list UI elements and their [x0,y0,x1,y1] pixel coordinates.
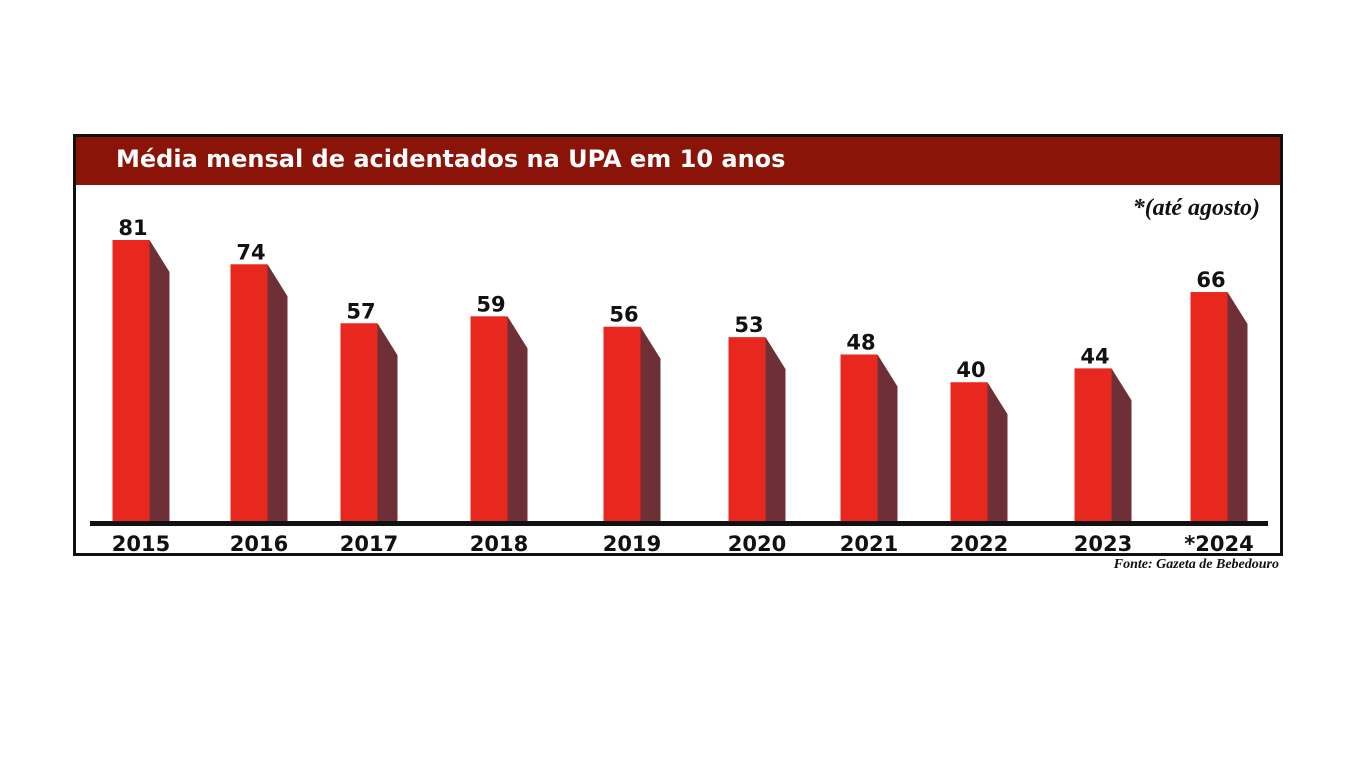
chart-title: Média mensal de acidentados na UPA em 10… [116,145,786,173]
chart-note: *(até agosto) [1132,195,1260,221]
category-label-2020: 2020 [728,532,786,553]
bar-side-2024 [1227,292,1248,521]
chart-title-bar: Média mensal de acidentados na UPA em 10… [76,137,1280,185]
category-label-2017: 2017 [340,532,398,553]
bar-2022 [950,382,988,521]
x-axis-line [90,521,1268,526]
bar-side-2015 [149,240,170,521]
bar-chart: 81 2015 74 2016 57 2017 59 2018 56 2019 53 2020 48 20… [90,216,1268,553]
bar-side-2022 [987,382,1008,521]
bar-2023 [1074,368,1112,521]
category-label-2023: 2023 [1074,532,1132,553]
bar-2019 [603,326,641,521]
value-label-2015: 81 [118,216,147,240]
bar-2021 [840,354,878,521]
bar-side-2017 [377,323,398,521]
value-label-2019: 56 [609,303,638,327]
category-label-2019: 2019 [603,532,661,553]
value-label-2020: 53 [734,313,763,337]
value-label-2018: 59 [476,292,505,316]
value-label-2024: 66 [1196,268,1225,292]
value-label-2017: 57 [346,299,375,323]
value-label-2021: 48 [846,330,875,354]
bar-2018 [470,316,508,521]
category-label-2022: 2022 [950,532,1008,553]
chart-frame: Média mensal de acidentados na UPA em 10… [73,134,1283,556]
value-label-2023: 44 [1080,344,1109,368]
source-note: Fonte: Gazeta de Bebedouro [1113,557,1279,572]
value-label-2022: 40 [956,358,985,382]
category-label-2018: 2018 [470,532,528,553]
bar-2016 [230,264,268,521]
category-label-2016: 2016 [230,532,288,553]
bar-2024 [1190,292,1228,521]
bar-side-2020 [765,337,786,521]
bar-2017 [340,323,378,521]
bar-2015 [112,240,150,521]
bar-side-2019 [640,326,661,521]
value-label-2016: 74 [236,240,265,264]
category-label-2015: 2015 [112,532,170,553]
category-label-2021: 2021 [840,532,898,553]
bar-side-2018 [507,316,528,521]
bar-side-2023 [1111,368,1132,521]
bar-side-2016 [267,264,288,521]
category-label-2024: *2024 [1184,532,1253,553]
bar-side-2021 [877,354,898,521]
bar-2020 [728,337,766,521]
